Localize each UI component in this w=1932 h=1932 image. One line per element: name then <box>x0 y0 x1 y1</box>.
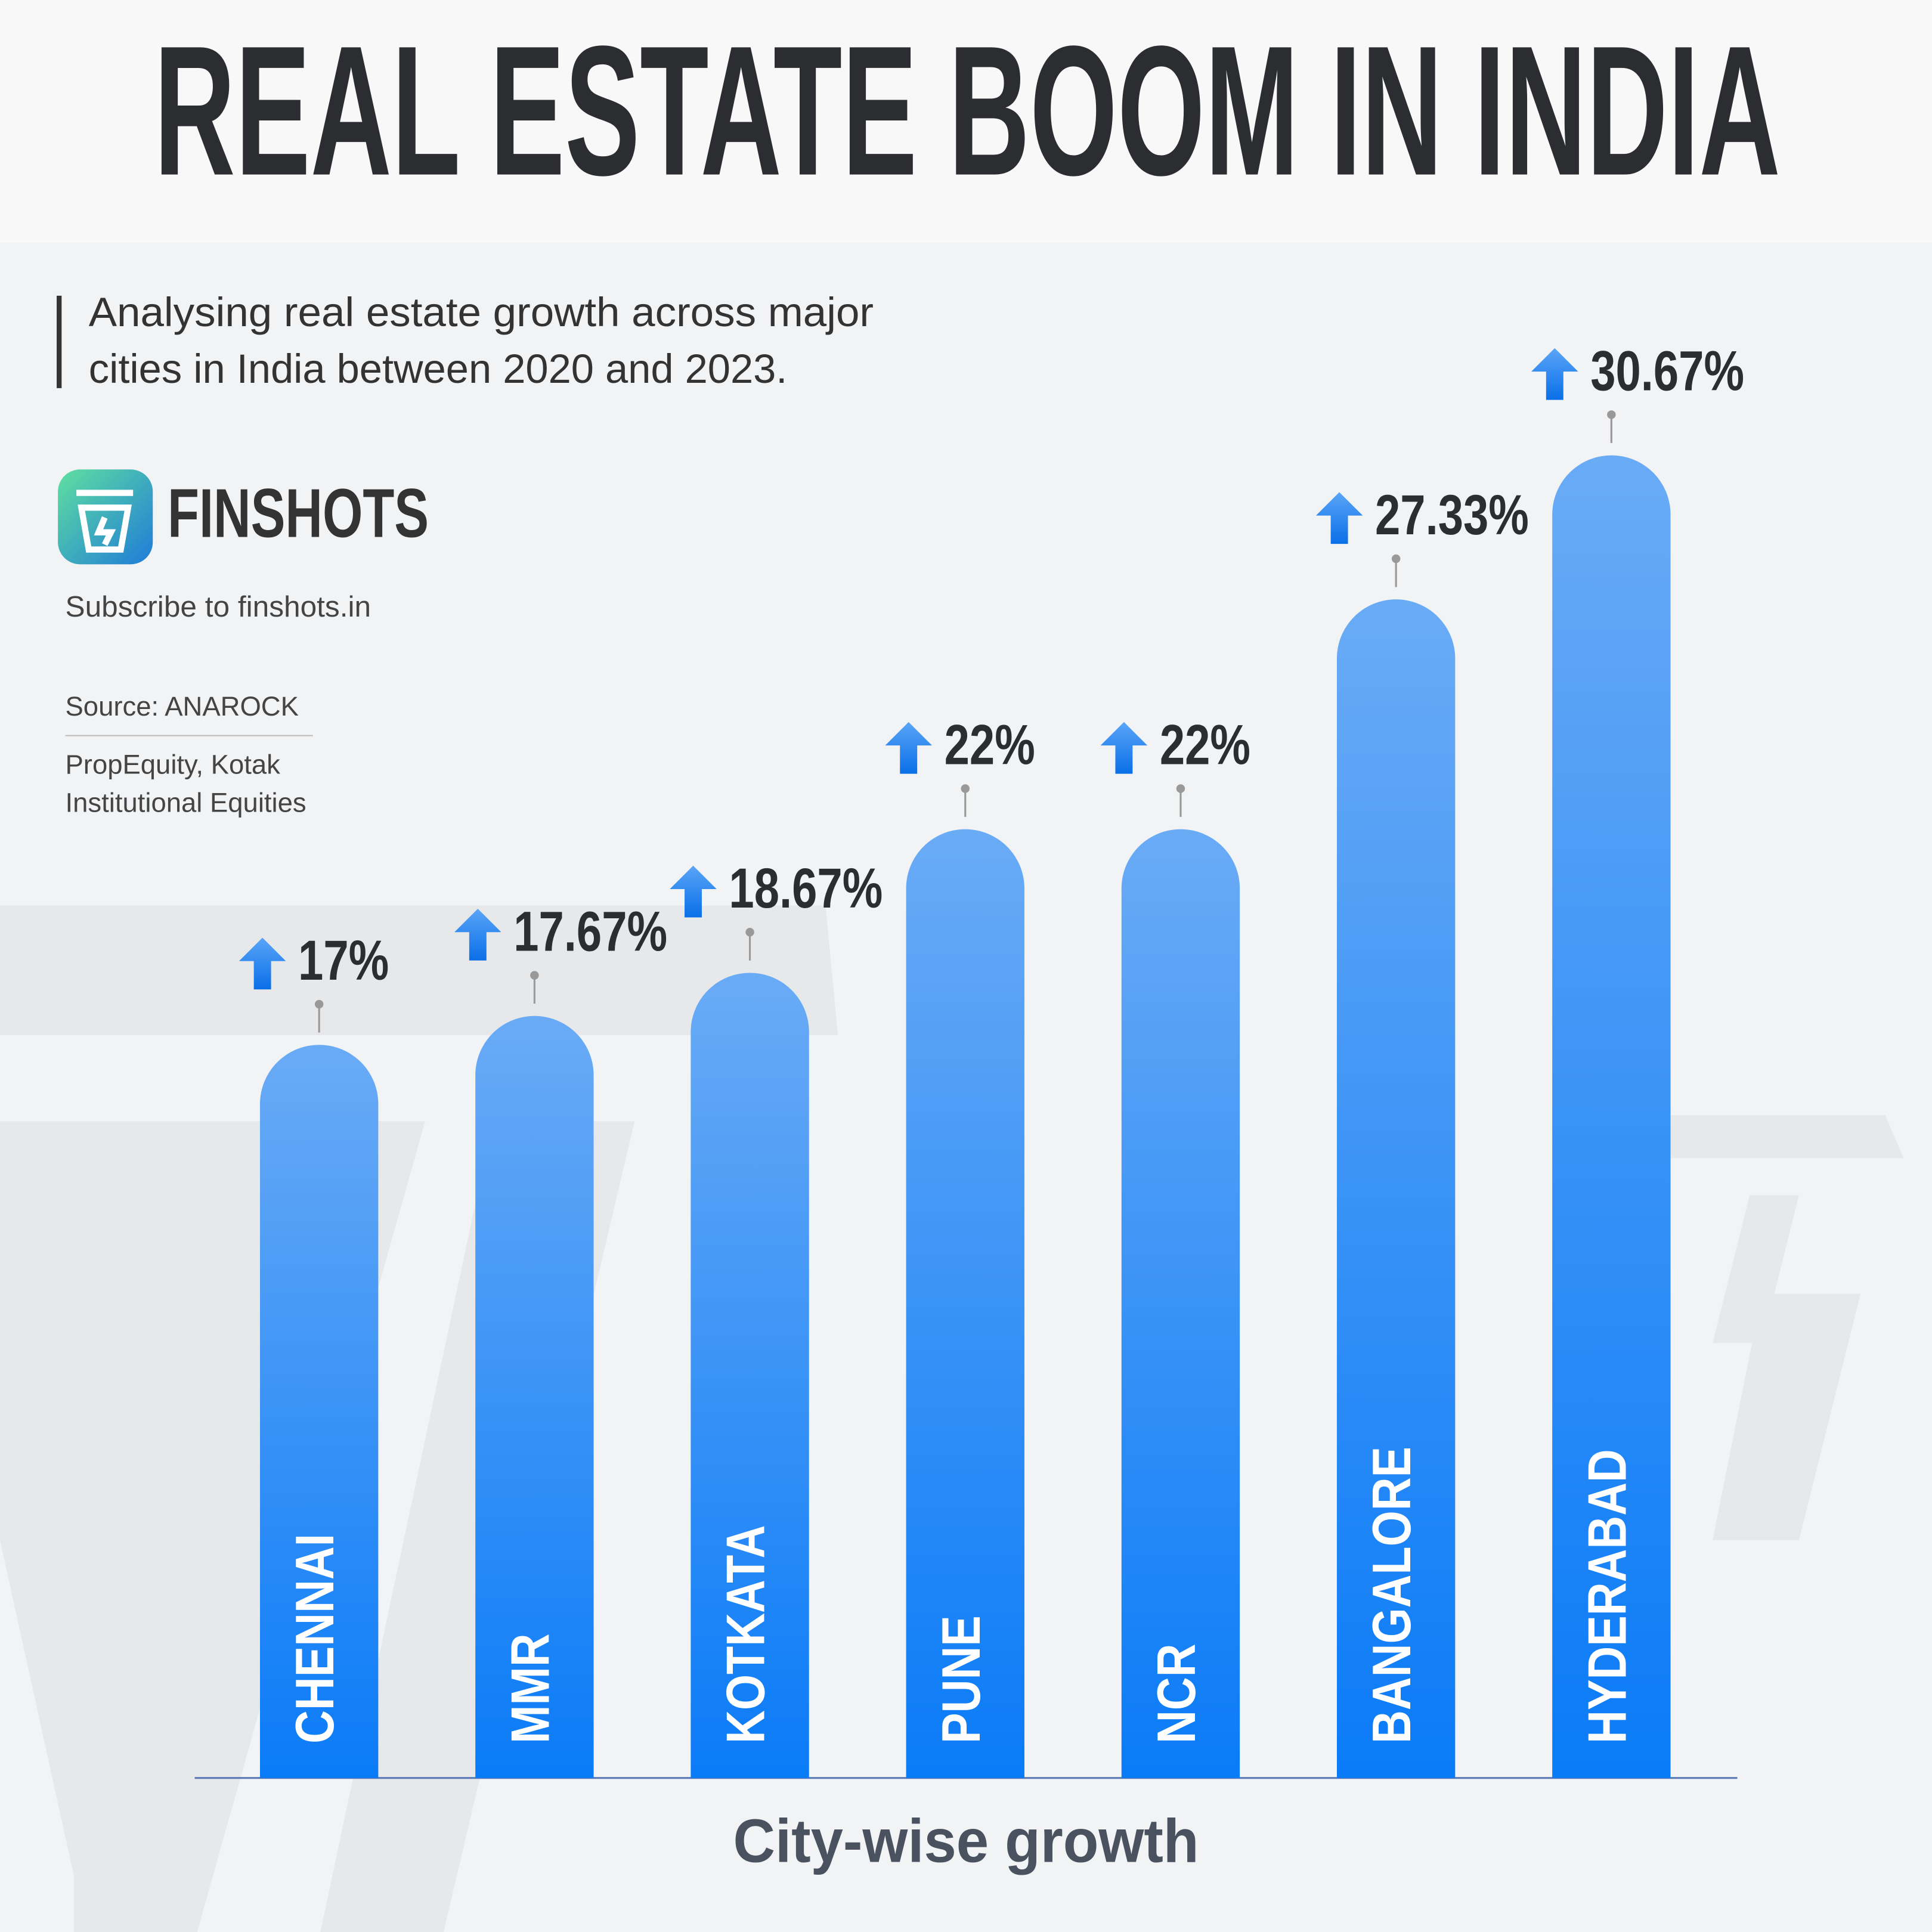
bar <box>1121 829 1240 1778</box>
logo-glyph <box>76 490 134 553</box>
category-label: NCR <box>1146 1643 1206 1743</box>
up-arrow <box>670 865 717 918</box>
up-arrow <box>454 909 501 961</box>
source: Institutional Equities <box>66 787 306 818</box>
subtitle-bar <box>57 295 62 388</box>
up-arrow <box>239 937 286 990</box>
subtitle: cities in India between 2020 and 2023. <box>89 346 788 392</box>
category-label: MMR <box>500 1633 560 1744</box>
brand: FINSHOTS <box>168 474 429 552</box>
category-label: HYDERABAD <box>1577 1449 1637 1744</box>
value-label: 27.33% <box>1375 484 1529 547</box>
value-label: 22% <box>1160 713 1250 776</box>
source: Source: ANAROCK <box>66 691 299 722</box>
bar <box>691 973 809 1778</box>
pin-head <box>745 928 754 937</box>
source: PropEquity, Kotak <box>66 749 281 779</box>
bar <box>259 1045 379 1778</box>
x-axis-label: City-wise growth <box>733 1806 1199 1875</box>
chart-title: REAL ESTATE BOOM IN INDIA <box>154 7 1781 214</box>
category-label: BANGALORE <box>1361 1447 1422 1744</box>
bar <box>906 829 1024 1778</box>
category-label: KOTKATA <box>716 1525 776 1744</box>
value-label: 17.67% <box>513 900 667 964</box>
pin-head <box>1391 554 1401 564</box>
value-label: 22% <box>945 713 1035 776</box>
bar <box>1552 455 1671 1778</box>
up-arrow <box>885 722 932 774</box>
value-label: 30.67% <box>1590 339 1744 402</box>
pin-head <box>1607 410 1616 419</box>
header-band <box>0 0 1932 243</box>
bar <box>475 1015 594 1778</box>
value-label: 17% <box>298 929 389 992</box>
up-arrow <box>1315 492 1363 544</box>
up-arrow <box>1100 722 1148 774</box>
bar <box>1336 599 1456 1778</box>
value-label: 18.67% <box>729 857 883 920</box>
subscribe: Subscribe to finshots.in <box>66 590 371 623</box>
category-label: CHENNAI <box>284 1534 345 1744</box>
subtitle: Analysing real estate growth across majo… <box>89 290 874 335</box>
pin-head <box>314 999 324 1009</box>
pin-head <box>530 971 539 980</box>
category-label: PUNE <box>931 1615 991 1744</box>
pin-head <box>961 784 970 793</box>
pin-head <box>1176 784 1185 793</box>
up-arrow <box>1531 348 1578 400</box>
